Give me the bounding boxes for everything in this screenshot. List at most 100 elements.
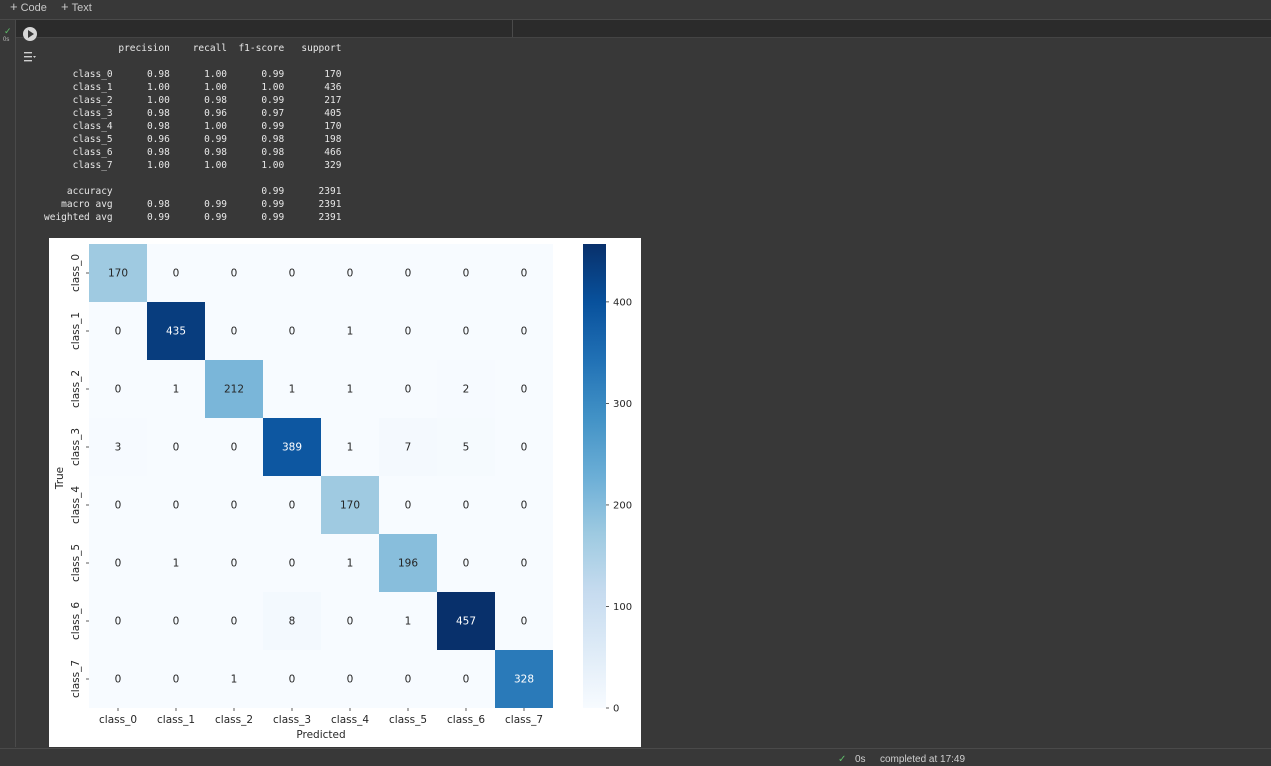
- heatmap-cell: [321, 534, 379, 592]
- add-code-label: Code: [20, 2, 47, 14]
- heatmap-cell-value: 0: [231, 326, 238, 338]
- add-code-button[interactable]: + Code: [10, 0, 47, 14]
- x-tick-label: class_1: [157, 714, 195, 726]
- status-completed-text: completed at 17:49: [880, 754, 966, 765]
- heatmap-cell-value: 457: [456, 616, 476, 628]
- heatmap-cell-value: 0: [521, 558, 528, 570]
- heatmap-cell: [205, 534, 263, 592]
- cell-gutter: [0, 20, 16, 747]
- colorbar-tick-label: 0: [613, 704, 619, 715]
- heatmap-cell-value: 0: [347, 674, 354, 686]
- heatmap-cell-value: 0: [521, 326, 528, 338]
- plus-icon: +: [10, 0, 18, 14]
- x-tick-label: class_2: [215, 714, 253, 726]
- heatmap-cell: [321, 650, 379, 708]
- heatmap-cell-value: 1: [347, 384, 354, 396]
- heatmap-cell-value: 0: [231, 500, 238, 512]
- heatmap-cell: [205, 592, 263, 650]
- heatmap-cell-value: 0: [173, 616, 180, 628]
- heatmap-cell-value: 0: [463, 326, 470, 338]
- heatmap-cell: [379, 360, 437, 418]
- heatmap-cell: [495, 476, 553, 534]
- heatmap-cell-value: 170: [340, 500, 360, 512]
- heatmap-cell: [437, 650, 495, 708]
- heatmap-cell-value: 328: [514, 674, 534, 686]
- heatmap-cell: [495, 650, 553, 708]
- heatmap-cell: [379, 534, 437, 592]
- heatmap-cell: [379, 302, 437, 360]
- heatmap-cell: [89, 534, 147, 592]
- x-tick-label: class_6: [447, 714, 485, 726]
- output-options-icon[interactable]: [23, 51, 37, 63]
- heatmap-cell: [321, 418, 379, 476]
- heatmap-cell-value: 2: [463, 384, 470, 396]
- heatmap-cell-value: 0: [521, 616, 528, 628]
- heatmap-cell: [437, 302, 495, 360]
- y-tick-label: class_0: [70, 254, 82, 292]
- heatmap-cell-value: 212: [224, 384, 244, 396]
- heatmap-cell-value: 0: [405, 384, 412, 396]
- y-tick-label: class_2: [70, 370, 82, 408]
- heatmap-cell: [437, 418, 495, 476]
- heatmap-cell: [89, 360, 147, 418]
- code-cell-collapsed[interactable]: [16, 20, 1271, 38]
- heatmap-cell: [321, 476, 379, 534]
- heatmap-cell: [89, 592, 147, 650]
- heatmap-cell: [147, 244, 205, 302]
- heatmap-cell-value: 3: [115, 442, 122, 454]
- heatmap-cell: [437, 244, 495, 302]
- heatmap-cell-value: 0: [405, 674, 412, 686]
- heatmap-cell-value: 0: [521, 442, 528, 454]
- heatmap-cell-value: 0: [173, 674, 180, 686]
- heatmap-cell-value: 0: [115, 500, 122, 512]
- heatmap-cell-value: 0: [521, 500, 528, 512]
- heatmap-cell: [495, 418, 553, 476]
- heatmap-cell-value: 389: [282, 442, 302, 454]
- heatmap-cell: [147, 650, 205, 708]
- heatmap-cell-value: 0: [115, 326, 122, 338]
- heatmap-cell: [437, 476, 495, 534]
- heatmap-cell: [205, 360, 263, 418]
- x-tick-label: class_3: [273, 714, 311, 726]
- heatmap-cell-value: 196: [398, 558, 418, 570]
- y-tick-label: class_6: [70, 602, 82, 640]
- status-bar: ✓ 0s completed at 17:49: [0, 748, 1271, 766]
- heatmap-cell-value: 0: [405, 268, 412, 280]
- heatmap-cell: [495, 360, 553, 418]
- run-cell-button[interactable]: [23, 27, 37, 41]
- heatmap-cell-value: 0: [289, 500, 296, 512]
- heatmap-cell: [495, 302, 553, 360]
- heatmap-cell: [205, 418, 263, 476]
- colorbar-tick-label: 100: [613, 602, 632, 613]
- x-tick-label: class_4: [331, 714, 369, 726]
- heatmap-cell-value: 1: [347, 326, 354, 338]
- heatmap-cell-value: 0: [231, 558, 238, 570]
- heatmap-cell: [263, 418, 321, 476]
- heatmap-cell-value: 0: [173, 500, 180, 512]
- heatmap-cell: [379, 244, 437, 302]
- heatmap-cell-value: 1: [173, 384, 180, 396]
- status-check-icon: ✓: [838, 754, 847, 765]
- heatmap-cell-value: 7: [405, 442, 412, 454]
- heatmap-cell: [147, 592, 205, 650]
- heatmap-cell: [147, 534, 205, 592]
- heatmap-cell: [89, 476, 147, 534]
- colorbar-tick-label: 400: [613, 297, 632, 308]
- heatmap-cell-value: 0: [289, 326, 296, 338]
- heatmap-cell: [89, 650, 147, 708]
- heatmap-cell: [205, 302, 263, 360]
- x-axis-label: Predicted: [296, 729, 345, 741]
- heatmap-cell-value: 5: [463, 442, 470, 454]
- exec-time: 0s: [3, 37, 10, 43]
- heatmap-cell: [205, 650, 263, 708]
- heatmap-cell: [437, 592, 495, 650]
- heatmap-cell: [205, 244, 263, 302]
- heatmap-cell: [147, 360, 205, 418]
- heatmap-cell-value: 0: [463, 500, 470, 512]
- status-exec-time: 0s: [855, 754, 866, 765]
- heatmap-cell: [89, 418, 147, 476]
- heatmap-cell-value: 435: [166, 326, 186, 338]
- add-text-button[interactable]: + Text: [61, 0, 92, 14]
- heatmap-cell: [263, 302, 321, 360]
- heatmap-cell: [495, 534, 553, 592]
